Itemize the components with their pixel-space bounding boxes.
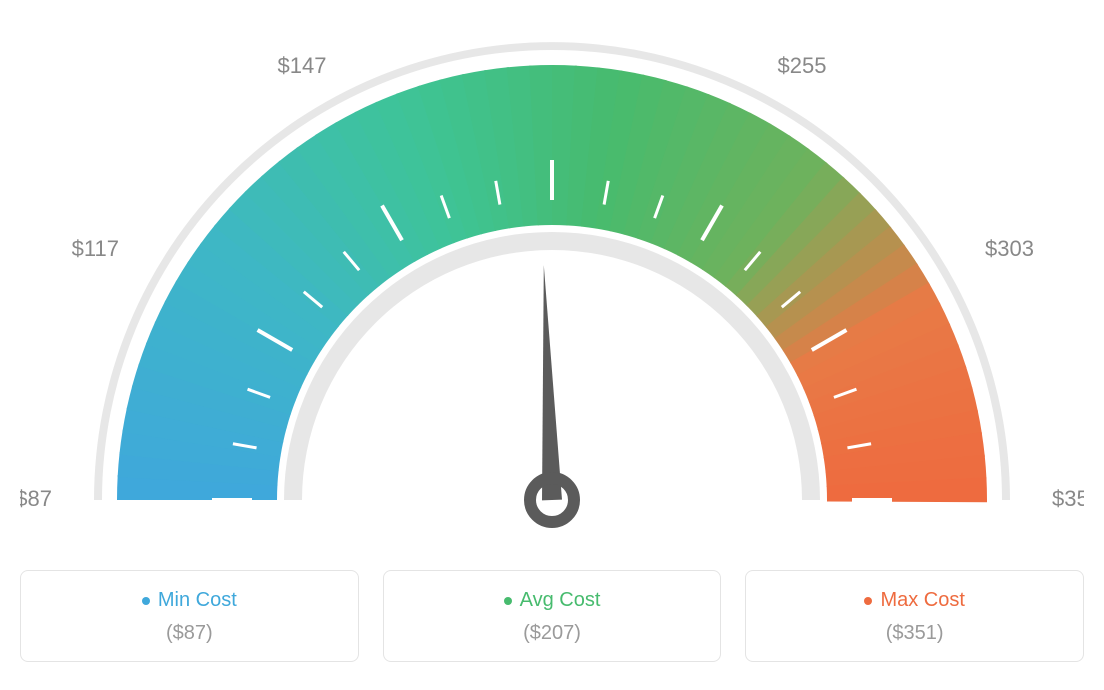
tick-label: $303 — [985, 236, 1034, 261]
legend-top-min: Min Cost — [142, 589, 237, 612]
needle — [542, 265, 562, 500]
gauge-svg: $87$117$147$207$255$303$351 — [20, 20, 1084, 560]
legend-label-max: Max Cost — [880, 589, 964, 612]
legend-value-min: ($87) — [31, 622, 348, 645]
gauge-area: $87$117$147$207$255$303$351 — [20, 20, 1084, 560]
tick-label: $147 — [278, 53, 327, 78]
tick-label: $351 — [1052, 486, 1084, 511]
legend-label-avg: Avg Cost — [520, 589, 601, 612]
legend-card-max: Max Cost ($351) — [745, 570, 1084, 662]
tick-label: $87 — [20, 486, 52, 511]
legend-card-avg: Avg Cost ($207) — [383, 570, 722, 662]
legend-value-avg: ($207) — [394, 622, 711, 645]
legend-card-min: Min Cost ($87) — [20, 570, 359, 662]
tick-label: $255 — [778, 53, 827, 78]
legend-row: Min Cost ($87) Avg Cost ($207) Max Cost ($351… — [20, 570, 1084, 662]
cost-gauge-container: $87$117$147$207$255$303$351 Min Cost($87… — [20, 20, 1084, 662]
legend-dot-max — [864, 597, 872, 605]
legend-dot-min — [142, 597, 150, 605]
legend-dot-avg — [504, 597, 512, 605]
legend-label-min: Min Cost — [158, 589, 237, 612]
tick-label: $117 — [72, 236, 119, 261]
legend-top-max: Max Cost — [864, 589, 964, 612]
legend-top-avg: Avg Cost — [504, 589, 601, 612]
legend-value-max: ($351) — [756, 622, 1073, 645]
